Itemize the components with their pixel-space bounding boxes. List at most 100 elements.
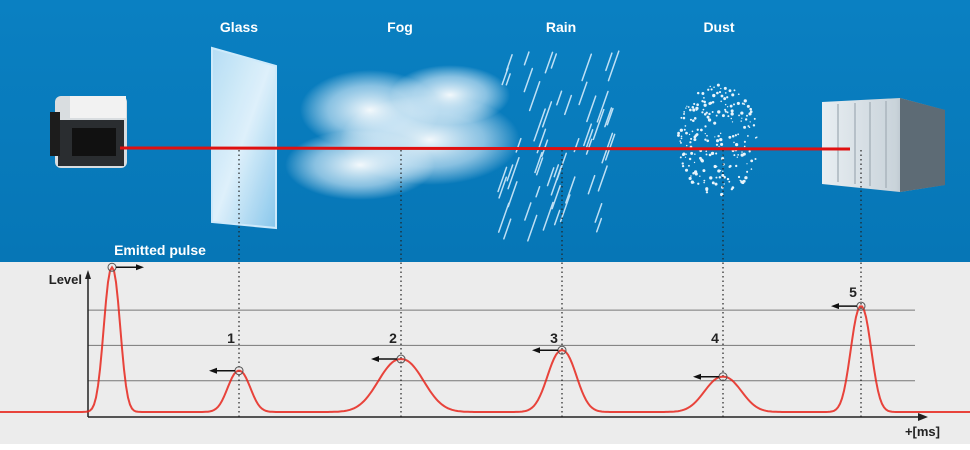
rain-streak	[534, 151, 543, 174]
rain-streak	[551, 184, 561, 210]
dust-particle	[749, 110, 753, 114]
dust-particle	[713, 86, 715, 88]
dust-particle	[728, 135, 732, 139]
dust-particle	[740, 180, 744, 184]
arrow-left-icon	[209, 367, 217, 374]
rain-streak	[550, 53, 558, 69]
x-axis	[88, 413, 928, 421]
dust-particle	[724, 110, 727, 113]
dust-particle	[731, 93, 735, 97]
dust-particle	[718, 145, 720, 148]
dust-particle	[737, 175, 741, 179]
dust-particle	[685, 107, 687, 109]
dust-particle	[726, 96, 729, 99]
dust-particle	[754, 157, 757, 160]
dust-particle	[701, 111, 704, 114]
rain-streak	[553, 164, 560, 178]
dust-particle	[696, 128, 699, 131]
dust-particle	[729, 104, 733, 108]
rain-streak	[498, 176, 508, 199]
dust-particle	[746, 163, 748, 165]
signal-curve	[0, 265, 970, 413]
dust-particle	[750, 168, 753, 170]
rain-streak	[503, 218, 512, 240]
rain-streak	[507, 181, 518, 208]
dust-particle	[741, 102, 744, 105]
dust-particle	[744, 118, 748, 121]
dust-particle	[703, 181, 705, 184]
dust-particle	[742, 179, 746, 183]
rain-streak	[524, 202, 532, 221]
dust-particle	[705, 191, 709, 194]
dust-particle	[692, 171, 695, 175]
label-glass: Glass	[220, 19, 258, 35]
dust-particle	[705, 111, 708, 114]
rain-streak	[605, 52, 613, 72]
dust-particle	[709, 101, 713, 105]
dust-particle	[696, 103, 699, 107]
rain-streak	[556, 90, 563, 106]
dust-particle	[704, 125, 707, 128]
dust-particle	[683, 112, 686, 115]
dust-particle	[720, 87, 722, 90]
dust-particle	[706, 139, 710, 143]
dust-particle	[740, 153, 744, 157]
dust-particle	[724, 103, 727, 106]
dust-particle	[730, 109, 734, 113]
rain-streak	[583, 123, 593, 147]
dust-particle	[721, 114, 725, 118]
dust-particle	[684, 156, 687, 158]
label-dust: Dust	[703, 19, 734, 35]
dust-particle	[752, 124, 756, 127]
shipping-container-icon	[822, 98, 945, 192]
dust-particle	[722, 170, 724, 172]
dust-particle	[680, 135, 683, 138]
dust-particle	[707, 118, 712, 122]
dust-particle	[716, 91, 719, 95]
y-axis-label: Level	[49, 272, 82, 287]
dust-particle	[691, 130, 694, 133]
dust-particle	[724, 92, 727, 94]
rain-streak	[586, 95, 597, 123]
dust-particle	[679, 128, 683, 132]
dust-particle	[741, 151, 743, 153]
dust-particle	[677, 131, 680, 135]
dust-particle	[718, 176, 721, 179]
label-fog: Fog	[387, 19, 413, 35]
rain-streak	[497, 202, 510, 233]
echo-number-4: 4	[711, 330, 719, 346]
dust-particle	[681, 162, 684, 165]
rain-streak	[559, 194, 571, 223]
dust-particle	[723, 175, 726, 179]
dust-particle	[703, 113, 707, 116]
rain-streak	[607, 50, 620, 82]
dust-particle	[679, 156, 682, 159]
dust-particle	[720, 142, 724, 146]
label-emitted-pulse: Emitted pulse	[114, 242, 206, 258]
dust-particle	[743, 125, 747, 129]
dust-particle	[714, 182, 718, 186]
dust-particle	[699, 175, 701, 178]
dust-particle	[737, 93, 740, 96]
dust-particle	[749, 121, 751, 123]
glass-pane-icon	[211, 46, 277, 230]
graph-background	[0, 262, 970, 444]
dust-particle	[705, 188, 709, 192]
dust-particle	[735, 143, 739, 147]
dust-particle	[729, 164, 732, 168]
dust-particle	[719, 137, 723, 142]
echo-markers	[107, 262, 866, 382]
dust-particle	[746, 170, 749, 173]
rain-streak	[541, 101, 553, 128]
dust-particle	[711, 181, 715, 185]
rain-streak	[506, 164, 514, 182]
dust-particle	[689, 108, 692, 112]
dust-particle	[715, 176, 718, 179]
dust-particle	[728, 89, 732, 93]
dust-particle	[693, 117, 697, 120]
rain-streak	[527, 214, 538, 242]
dust-particle	[720, 100, 722, 103]
rain-streak	[594, 202, 603, 223]
dust-particle	[743, 140, 746, 143]
dust-particle	[693, 182, 695, 184]
